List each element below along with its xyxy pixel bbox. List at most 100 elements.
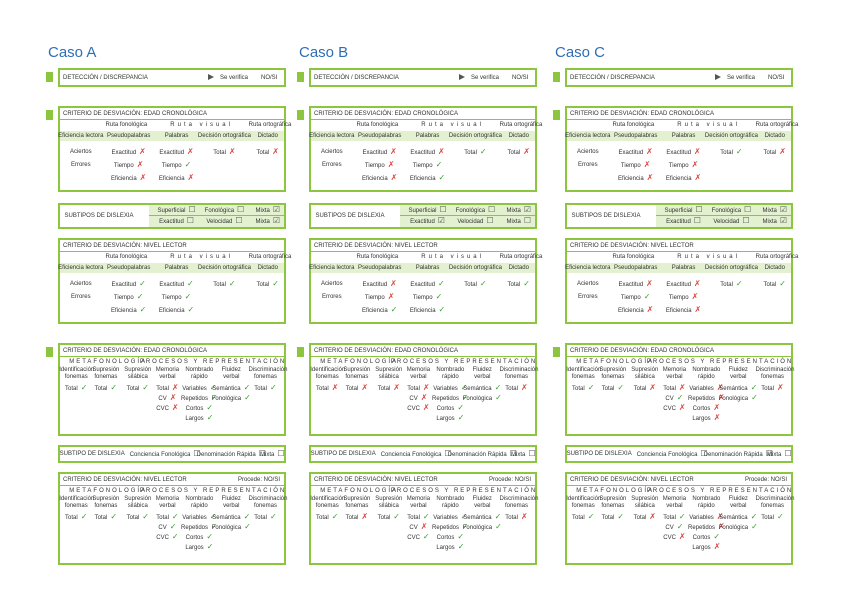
cell-text: Total: [633, 515, 647, 521]
cell-mark: ✗: [776, 383, 784, 392]
cell-text: Eficiencia: [361, 308, 388, 314]
cell-text: Total: [345, 386, 359, 392]
row-label: Errores: [321, 294, 342, 300]
cell-text: Total: [94, 386, 108, 392]
cell-text: Repetidos: [431, 525, 460, 531]
cell-mark: ✗: [171, 403, 179, 412]
cell: CV ✓: [665, 394, 683, 403]
group-header: PROCESOS Y REPRESENTACIÓN: [390, 488, 538, 494]
cell-mark: ✓: [643, 292, 651, 301]
cell: Total ✓: [407, 513, 429, 522]
cell-mark: ✓: [171, 512, 179, 521]
cell-text: Total: [663, 515, 676, 521]
cell-text: Superficial: [408, 208, 437, 214]
side-marker: [46, 72, 53, 82]
cell: Tiempo ✓: [413, 293, 443, 302]
column-header: Dictado: [257, 133, 278, 139]
cell-mark: ✓: [269, 512, 277, 521]
cell-mark: ☐: [523, 216, 532, 225]
column-header: Supresión fonemas: [343, 495, 371, 509]
cell-mark: ✓: [617, 383, 625, 392]
column-header: Supresión silábica: [124, 495, 152, 509]
cell: Tiempo ✓: [114, 293, 144, 302]
title-rule: [60, 119, 284, 120]
column-header: Pseudopalabras: [613, 133, 658, 139]
cell: Repetidos ✗: [688, 523, 725, 532]
column-header: Identificación fonemas: [59, 495, 95, 509]
cell-text: Total: [763, 150, 777, 156]
cell: Total ✗: [508, 148, 530, 157]
cell-text: Total: [254, 386, 267, 392]
cell: Repetidos ✓: [431, 523, 469, 532]
cell-mark: ☐: [784, 449, 792, 458]
cell-mark: ☐: [235, 216, 243, 225]
cell-text: Total: [505, 515, 518, 521]
meta-panel: [309, 472, 537, 565]
no-si-label: NO/SI: [768, 75, 785, 81]
cell: Exactitud ☑: [410, 217, 445, 226]
cell: Eficiencia ✗: [362, 174, 397, 183]
title-rule: [60, 485, 284, 486]
subtype-title: SUBTIPO DE DISLEXIA: [310, 451, 376, 457]
cell: Largos ✓: [436, 414, 464, 423]
column-header: Identificación fonemas: [310, 366, 346, 380]
column-header: Decisión ortográfica: [448, 133, 502, 139]
column-header: Identificación fonemas: [566, 366, 602, 380]
title-rule: [311, 119, 535, 120]
cell-text: Cortos: [692, 535, 711, 541]
cell: Total ✗: [634, 384, 656, 393]
subtypes-rule: [656, 215, 791, 216]
cell-text: Mixta: [762, 219, 777, 225]
procede: Procede: NO/SI: [488, 477, 531, 483]
cell-text: Semántica: [463, 515, 492, 521]
cell-mark: ✗: [678, 532, 686, 541]
cell-text: CV: [665, 396, 674, 402]
cell-text: Total: [507, 282, 521, 288]
cell-text: Exactitud: [666, 150, 692, 156]
row-label: Aciertos: [69, 149, 92, 155]
subtypes-band: [149, 205, 284, 227]
group-header: Ruta visual: [421, 254, 484, 260]
cell-mark: ✗: [646, 147, 653, 156]
group-header: Ruta ortográfica: [248, 122, 292, 128]
column-header: Supresión silábica: [124, 366, 152, 380]
panel-title: CRITERIO DE DESVIACIÓN: NIVEL LECTOR: [314, 243, 438, 249]
no-si-label: NO/SI: [261, 75, 278, 81]
cell-text: Total: [572, 386, 585, 392]
cell: Superficial ☐: [664, 206, 702, 215]
subtypes-title: SUBTIPOS DE DISLEXIA: [64, 213, 134, 219]
cell-text: Conciencia Fonológica: [129, 452, 191, 458]
cell-mark: ✓: [587, 383, 595, 392]
cell-text: Fonológica: [211, 525, 242, 531]
cell-text: Tiempo: [668, 295, 689, 301]
cell: Repetidos ✓: [432, 394, 469, 403]
group-header: Ruta fonológica: [356, 254, 399, 260]
row-label: Aciertos: [320, 281, 343, 287]
column-header: Discriminación fonemas: [248, 366, 288, 380]
cell-mark: ✓: [393, 512, 400, 521]
subtypes-title: SUBTIPOS DE DISLEXIA: [315, 213, 385, 219]
column-header: Nombrado rápido: [185, 366, 214, 380]
cell: Mixta ☐: [260, 450, 285, 459]
cell-text: Largos: [436, 416, 455, 422]
title-rule: [311, 356, 535, 357]
cell-text: Variables: [433, 386, 458, 392]
panel-title: CRITERIO DE DESVIACIÓN: EDAD CRONOLÓGICA: [63, 348, 208, 354]
cell-text: Cortos: [436, 535, 455, 541]
cell-text: Largos: [185, 545, 204, 551]
group-header: Ruta ortográfica: [499, 122, 543, 128]
cell-mark: ✓: [617, 512, 625, 521]
row-label: Errores: [70, 162, 91, 168]
column-header: Pseudopalabras: [613, 265, 658, 271]
case-title: Caso C: [555, 44, 606, 61]
detection-label: DETECCIÓN / DISCREPANCIA: [63, 75, 148, 81]
cell: Semántica ✓: [463, 384, 501, 393]
cell-text: Exactitud: [666, 282, 692, 288]
cell-mark: ✓: [206, 413, 214, 422]
cell: Eficiencia ✓: [159, 306, 194, 315]
cell: Mixta ☑: [762, 217, 787, 226]
subtypes-band: [400, 205, 535, 227]
cell-text: Variables: [689, 515, 714, 521]
cell: Exactitud ✗: [618, 147, 653, 157]
row-label: Errores: [577, 162, 598, 168]
